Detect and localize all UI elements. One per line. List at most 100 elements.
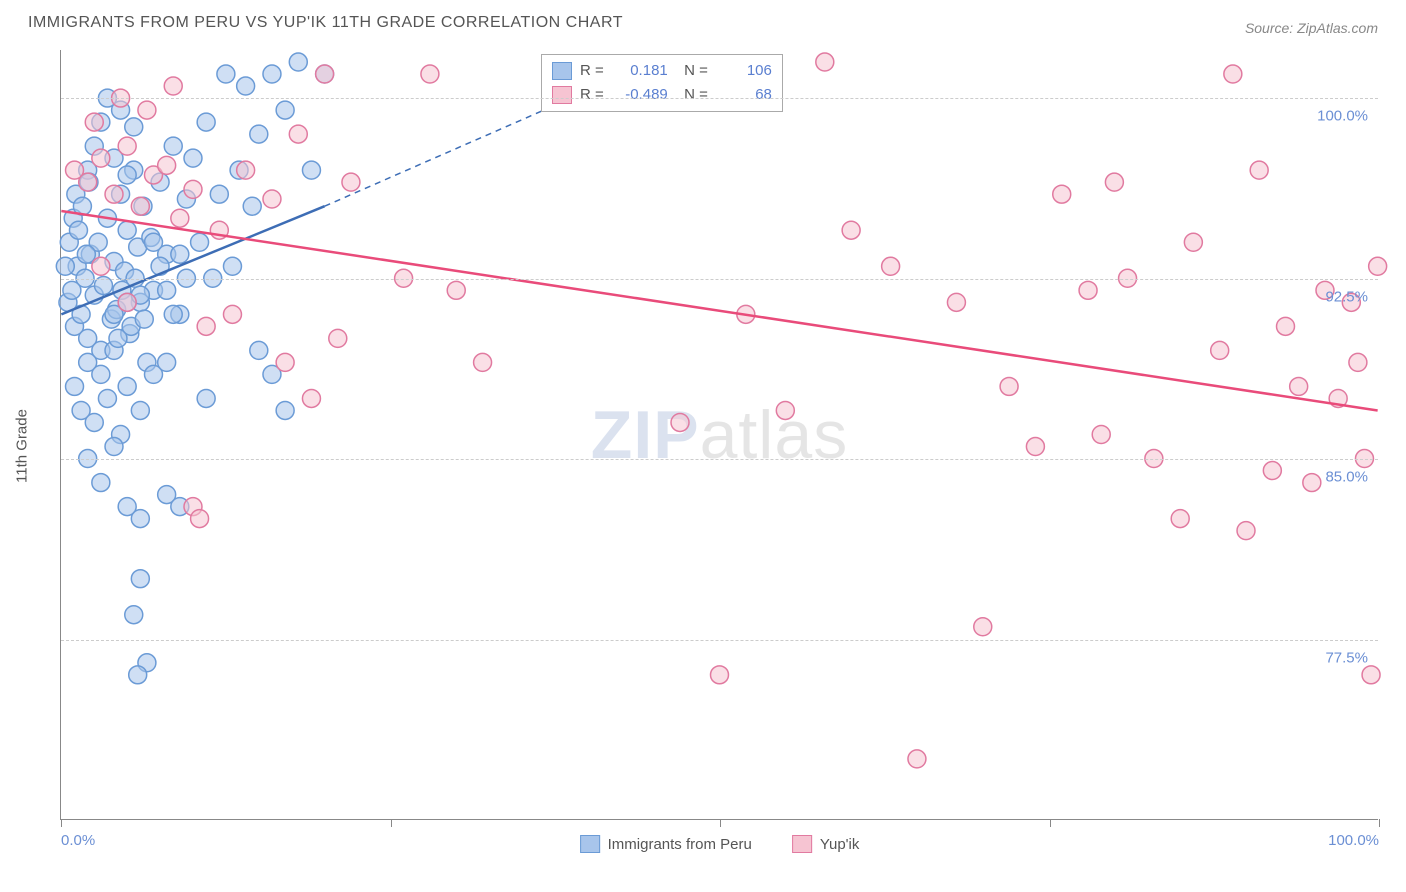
data-point [197,113,215,131]
data-point [1224,65,1242,83]
data-point [243,197,261,215]
legend-r-value: -0.489 [612,83,668,107]
data-point [223,305,241,323]
data-point [158,281,176,299]
legend-label: Immigrants from Peru [608,836,752,853]
x-tick [1379,819,1380,827]
data-point [105,185,123,203]
data-point [69,221,87,239]
y-tick-label: 92.5% [1325,288,1368,305]
data-point [1349,353,1367,371]
data-point [129,666,147,684]
data-point [158,156,176,174]
data-point [191,510,209,528]
data-point [250,341,268,359]
data-point [908,750,926,768]
data-point [118,166,136,184]
bottom-legend-item: Immigrants from Peru [580,835,752,853]
y-axis-label: 11th Grade [14,409,31,483]
data-point [1277,317,1295,335]
data-point [1184,233,1202,251]
data-point [882,257,900,275]
x-tick [720,819,721,827]
data-point [1092,426,1110,444]
data-point [92,474,110,492]
chart-svg [61,50,1378,819]
data-point [118,377,136,395]
data-point [131,570,149,588]
chart-title: IMMIGRANTS FROM PERU VS YUP'IK 11TH GRAD… [28,14,623,32]
data-point [92,257,110,275]
plot-area: ZIPatlas R =0.181 N =106R =-0.489 N =68 … [60,50,1378,820]
data-point [447,281,465,299]
data-point [276,353,294,371]
legend-r-value: 0.181 [612,59,668,83]
data-point [250,125,268,143]
y-tick-label: 100.0% [1317,108,1368,125]
bottom-legend-item: Yup'ik [792,835,860,853]
data-point [816,53,834,71]
gridline [61,279,1378,280]
data-point [138,101,156,119]
data-point [184,180,202,198]
bottom-legend: Immigrants from Peru Yup'ik [580,835,860,853]
data-point [184,149,202,167]
data-point [158,353,176,371]
data-point [1079,281,1097,299]
x-tick [61,819,62,827]
data-point [79,173,97,191]
data-point [197,389,215,407]
correlation-legend-row: R =0.181 N =106 [552,59,772,83]
data-point [164,137,182,155]
data-point [276,101,294,119]
data-point [135,310,153,328]
data-point [145,233,163,251]
gridline [61,640,1378,641]
data-point [1250,161,1268,179]
data-point [289,53,307,71]
data-point [66,377,84,395]
data-point [92,365,110,383]
data-point [1237,522,1255,540]
correlation-legend-row: R =-0.489 N =68 [552,83,772,107]
data-point [1000,377,1018,395]
data-point [92,149,110,167]
legend-n-label: N = [676,59,708,83]
data-point [237,161,255,179]
y-tick-label: 77.5% [1325,649,1368,666]
data-point [125,606,143,624]
trend-line [61,211,1377,410]
correlation-legend: R =0.181 N =106R = -0.489 N = 68 [541,54,783,112]
data-point [1211,341,1229,359]
data-point [217,65,235,83]
data-point [421,65,439,83]
data-point [1263,462,1281,480]
data-point [85,113,103,131]
data-point [302,389,320,407]
data-point [302,161,320,179]
x-tick-label: 100.0% [1328,832,1379,849]
data-point [98,389,116,407]
gridline [61,459,1378,460]
x-tick [391,819,392,827]
data-point [1105,173,1123,191]
data-point [342,173,360,191]
legend-swatch [552,86,572,104]
data-point [171,209,189,227]
legend-r-label: R = [580,83,604,107]
data-point [1053,185,1071,203]
data-point [1303,474,1321,492]
data-point [56,257,74,275]
data-point [171,245,189,263]
data-point [974,618,992,636]
legend-n-value: 68 [716,83,772,107]
gridline [61,98,1378,99]
y-tick-label: 85.0% [1325,469,1368,486]
data-point [131,197,149,215]
data-point [85,413,103,431]
data-point [474,353,492,371]
legend-swatch [792,835,812,853]
legend-label: Yup'ik [820,836,860,853]
data-point [164,77,182,95]
data-point [711,666,729,684]
